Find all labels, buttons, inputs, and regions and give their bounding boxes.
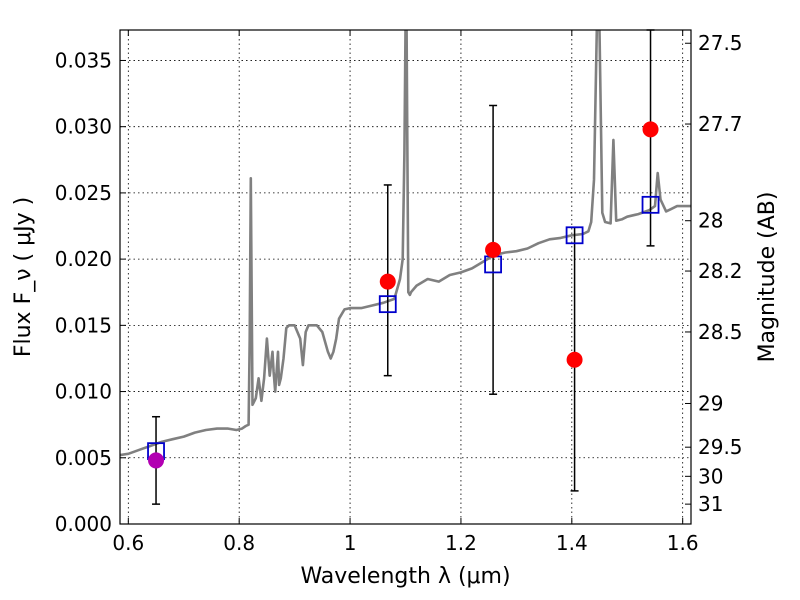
x-tick-label: 1.6: [667, 531, 699, 555]
y-tick-label: 0.000: [55, 512, 112, 536]
x-axis-label: Wavelength λ (μm): [300, 564, 510, 589]
right-tick-label: 28: [698, 209, 723, 233]
right-tick-label: 29.5: [698, 435, 743, 459]
y-tick-label: 0.010: [55, 380, 112, 404]
observed-point: [485, 241, 502, 258]
ticks-layer: 0.6 0.8 1 1.2 1.4 1.6 0.000 0.005 0.010 0.015 0.02…: [55, 30, 743, 555]
observed-points-layer: [148, 121, 659, 469]
observed-point: [642, 121, 659, 138]
x-tick-label: 0.8: [223, 531, 255, 555]
x-tick-label: 1: [344, 531, 357, 555]
y-tick-label: 0.030: [55, 115, 112, 139]
spectrum-line: [120, 30, 691, 457]
model-point: [641, 195, 660, 214]
x-tick-label: 1.4: [556, 531, 588, 555]
right-tick-label: 31: [698, 492, 723, 516]
right-tick-label: 27.5: [698, 31, 743, 55]
y-tick-label: 0.025: [55, 181, 112, 205]
right-axis-label: Magnitude (AB): [755, 192, 780, 363]
observed-point: [379, 273, 396, 290]
y-tick-label: 0.035: [55, 48, 112, 72]
errorbar-layer: [152, 29, 655, 505]
x-tick-label: 0.6: [112, 531, 144, 555]
y-axis-label: Flux F_ν ( μJy ): [11, 197, 36, 357]
y-tick-label: 0.005: [55, 446, 112, 470]
model-point: [565, 226, 584, 245]
observed-point: [566, 351, 583, 368]
right-tick-label: 27.7: [698, 112, 743, 136]
spectrum-layer: [120, 30, 691, 457]
observed-point: [148, 452, 165, 469]
model-point: [378, 295, 397, 314]
x-tick-label: 1.2: [445, 531, 477, 555]
right-tick-label: 29: [698, 391, 723, 415]
right-tick-label: 28.2: [698, 259, 743, 283]
plot-frame: [119, 29, 692, 525]
y-tick-label: 0.020: [55, 247, 112, 271]
right-tick-label: 30: [698, 464, 723, 488]
right-tick-label: 28.5: [698, 320, 743, 344]
y-tick-label: 0.015: [55, 313, 112, 337]
